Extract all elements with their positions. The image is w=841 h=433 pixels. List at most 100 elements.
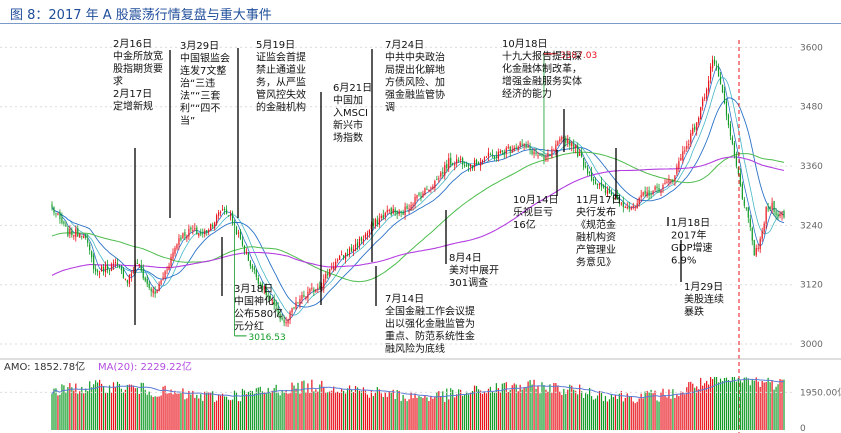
- candle-body: [777, 213, 779, 217]
- annotation-a9-line: 301调查: [449, 276, 488, 289]
- volume-bar: [719, 378, 722, 430]
- candle-body: [721, 84, 724, 93]
- candle-body: [543, 155, 545, 160]
- volume-bar: [225, 396, 228, 430]
- annotation-a12-line: 6.9%: [671, 256, 696, 267]
- candle-body: [196, 227, 198, 235]
- candle-body: [690, 133, 692, 143]
- candle-body: [654, 186, 656, 190]
- volume-bar: [715, 376, 718, 430]
- candle-body: [779, 213, 781, 217]
- annotation-a7-line: 公布580亿: [234, 307, 283, 320]
- candle-body: [698, 117, 700, 123]
- volume-bar: [569, 384, 571, 430]
- volume-bar: [710, 376, 712, 430]
- volume-bar: [765, 382, 767, 430]
- volume-bar: [517, 391, 519, 430]
- volume-bar: [581, 391, 583, 430]
- candle-body: [694, 126, 696, 130]
- volume-bar: [487, 388, 490, 430]
- candle-body: [275, 303, 277, 307]
- candle-body: [59, 212, 61, 220]
- candle-body: [674, 175, 676, 181]
- volume-bar: [327, 392, 329, 430]
- candle-body: [51, 204, 53, 208]
- volume-bar: [257, 387, 259, 430]
- candle-body: [507, 146, 509, 148]
- volume-bar: [174, 390, 176, 430]
- candle-body: [727, 114, 730, 126]
- annotation-a5-line: 强金融监管协: [385, 88, 445, 101]
- volume-bar: [162, 386, 164, 430]
- candle-body: [725, 101, 728, 116]
- volume-bar: [245, 394, 248, 430]
- candle-body: [751, 228, 753, 241]
- annotation-a1-line: 求: [113, 76, 123, 88]
- volume-bar: [362, 387, 365, 430]
- volume-bar: [418, 396, 420, 430]
- annotation-a12-line: 1月18日: [671, 217, 710, 229]
- candle-body: [604, 186, 607, 193]
- volume-bar: [553, 382, 555, 430]
- volume-bar: [233, 390, 236, 430]
- volume-bar: [412, 398, 414, 430]
- volume-bar: [166, 393, 168, 430]
- candle-body: [731, 137, 734, 144]
- volume-bar: [555, 383, 557, 430]
- volume-bar: [93, 384, 95, 430]
- candle-body: [97, 270, 99, 272]
- volume-bar: [249, 390, 251, 430]
- volume-bar: [565, 393, 567, 430]
- y-tick-label: 3480: [800, 103, 823, 113]
- volume-bar: [587, 394, 589, 430]
- volume-bar: [130, 384, 132, 430]
- volume-bar: [531, 384, 533, 430]
- volume-bar: [102, 386, 105, 430]
- candle-body: [626, 207, 628, 209]
- candle-body: [442, 171, 444, 174]
- volume-bar: [454, 397, 456, 430]
- candle-body: [559, 139, 561, 142]
- volume-bar: [343, 390, 345, 430]
- candle-body: [519, 142, 521, 147]
- volume-bar: [61, 384, 63, 430]
- candle-body: [587, 167, 589, 174]
- volume-bar: [428, 401, 430, 430]
- moving-average-lines: [51, 65, 785, 321]
- candle-body: [636, 203, 638, 209]
- candle-body: [561, 137, 563, 140]
- candle-body: [678, 161, 680, 169]
- candle-body: [388, 209, 390, 211]
- candle-body: [194, 228, 196, 230]
- volume-bar: [515, 384, 517, 430]
- volume-bar: [440, 396, 442, 430]
- candle-body: [269, 295, 271, 299]
- candle-body: [499, 151, 501, 153]
- volume-bar: [402, 394, 404, 430]
- volume-bar: [602, 401, 605, 430]
- annotation-a1-line: 中金所放宽: [113, 50, 163, 63]
- volume-bar: [557, 385, 559, 430]
- volume-bar: [368, 397, 370, 430]
- candle-body: [265, 288, 267, 295]
- candle-body: [737, 167, 739, 174]
- annotation-a5-line: 7月24日: [385, 39, 424, 51]
- volume-bar: [592, 399, 595, 430]
- candle-body: [422, 193, 424, 198]
- candle-body: [321, 286, 323, 290]
- volume-bar: [396, 390, 398, 430]
- candle-body: [144, 277, 146, 281]
- annotation-a10-line: 10月14日: [513, 194, 558, 206]
- candle-body: [521, 143, 523, 145]
- volume-bar: [583, 397, 585, 430]
- volume-bar: [132, 385, 134, 430]
- volume-bar: [420, 396, 422, 430]
- candle-body: [485, 156, 488, 158]
- candle-body: [148, 283, 150, 288]
- volume-bar: [204, 391, 206, 430]
- volume-bar: [737, 378, 739, 430]
- volume-bar: [523, 387, 525, 430]
- annotation-a1-line: 股指期货要: [113, 62, 163, 75]
- candle-body: [471, 165, 474, 169]
